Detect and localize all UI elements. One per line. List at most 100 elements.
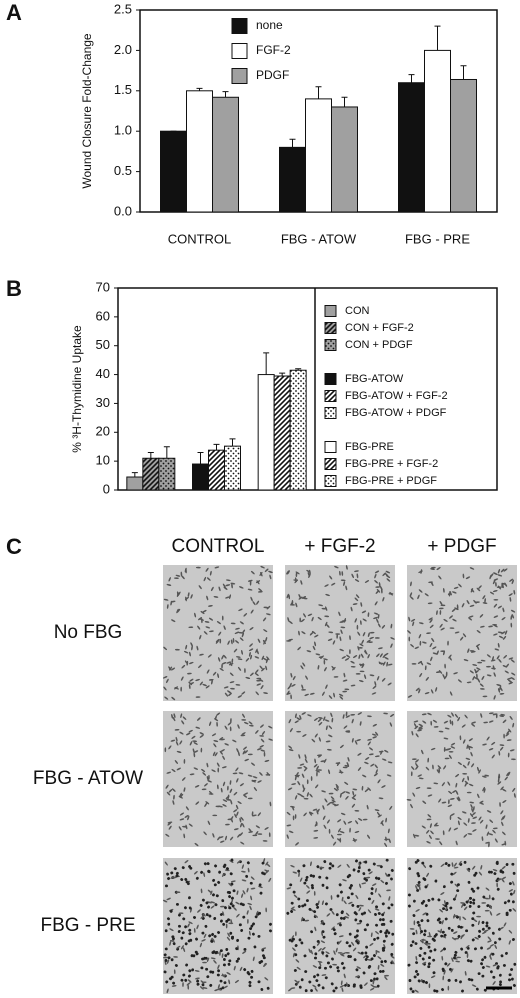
cell — [344, 916, 349, 919]
cell — [238, 631, 244, 634]
cell — [298, 872, 300, 877]
cell — [376, 811, 381, 816]
cell — [357, 767, 362, 771]
cell — [217, 969, 220, 973]
cell — [444, 904, 448, 908]
cell — [362, 774, 367, 778]
cell — [384, 976, 388, 981]
cell — [352, 868, 356, 872]
cell — [352, 603, 358, 605]
cell — [303, 954, 307, 958]
cell — [513, 793, 516, 798]
cell — [453, 866, 459, 869]
cell — [499, 926, 504, 930]
cell — [409, 987, 413, 991]
cell — [486, 947, 492, 950]
cell — [369, 636, 374, 640]
cell — [303, 881, 307, 885]
cell — [182, 982, 184, 987]
cell — [220, 749, 225, 752]
cell — [488, 625, 493, 628]
cell — [367, 741, 371, 746]
cell — [428, 617, 433, 621]
cell — [432, 652, 438, 655]
error-bar — [131, 472, 138, 478]
cell — [325, 886, 329, 890]
cell — [460, 902, 465, 904]
cell — [333, 932, 337, 936]
cell — [457, 816, 462, 820]
cell — [453, 953, 457, 957]
cell — [196, 924, 199, 930]
cell — [490, 659, 496, 662]
cell — [315, 770, 320, 773]
cell — [212, 893, 215, 897]
cell — [299, 617, 301, 623]
cell — [364, 951, 368, 955]
cell — [449, 906, 453, 910]
cell — [414, 725, 419, 730]
cell — [290, 805, 295, 808]
cell — [493, 672, 496, 677]
cell — [492, 829, 496, 834]
cell — [363, 928, 367, 932]
cell — [341, 952, 346, 955]
cell — [418, 777, 424, 780]
cell — [513, 962, 517, 966]
cell — [180, 686, 182, 692]
cell — [497, 568, 501, 574]
cell — [226, 799, 232, 801]
cell — [416, 889, 420, 892]
cell — [508, 940, 511, 945]
cell — [356, 624, 359, 630]
cell — [287, 570, 290, 575]
cell — [512, 881, 515, 886]
cell — [186, 732, 191, 736]
cell — [342, 879, 347, 882]
cell — [447, 863, 451, 867]
cell — [447, 781, 451, 786]
cell — [367, 868, 371, 872]
cell — [472, 865, 476, 870]
cell — [374, 570, 380, 574]
cell — [488, 894, 491, 900]
cell — [227, 785, 229, 791]
cell — [329, 862, 332, 866]
cell — [479, 613, 484, 618]
cell — [390, 877, 393, 881]
cell — [476, 673, 478, 679]
cell — [477, 935, 481, 938]
cell — [175, 874, 179, 878]
cell — [195, 696, 201, 698]
cell — [451, 720, 454, 726]
cell — [483, 988, 487, 992]
cell — [324, 902, 328, 906]
cell — [355, 594, 360, 599]
cell — [496, 965, 500, 969]
cell — [342, 690, 348, 693]
cell — [182, 716, 187, 720]
cell — [482, 602, 488, 604]
cell — [387, 828, 390, 834]
cell — [381, 677, 386, 682]
cell — [350, 665, 356, 668]
cell — [488, 720, 494, 723]
cell — [265, 658, 269, 664]
cell — [164, 747, 167, 753]
cell — [359, 883, 362, 889]
cell — [450, 746, 456, 749]
cell — [306, 650, 312, 653]
cell — [213, 935, 217, 938]
cell — [171, 768, 176, 773]
cell — [462, 903, 466, 907]
y-tick-label: 20 — [96, 424, 110, 439]
cell — [337, 864, 342, 868]
cell — [188, 626, 194, 629]
cell — [210, 957, 216, 960]
cell — [435, 989, 439, 993]
cell — [248, 648, 254, 652]
cell — [300, 665, 304, 670]
cell — [305, 875, 309, 879]
cell — [324, 719, 330, 722]
cell — [241, 650, 243, 655]
